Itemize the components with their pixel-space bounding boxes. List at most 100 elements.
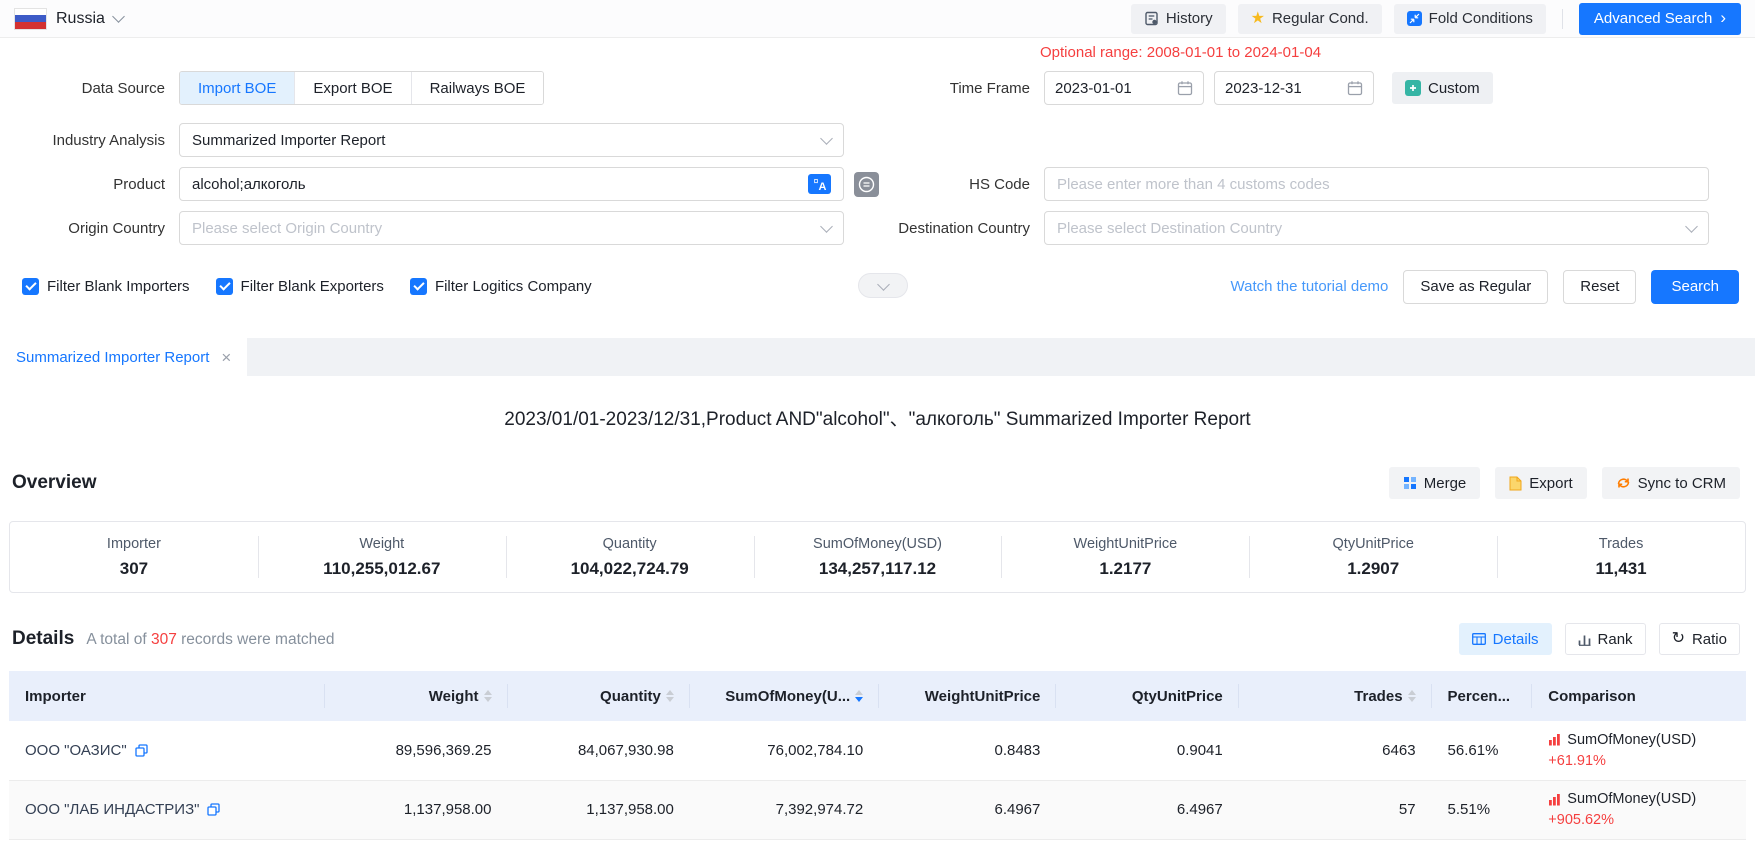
stat-weight: Weight 110,255,012.67 bbox=[257, 522, 506, 592]
col-weight[interactable]: Weight bbox=[325, 671, 508, 721]
date-from-input[interactable] bbox=[1055, 79, 1169, 97]
importer-name-link[interactable]: ООО "ЛАБ ИНДАСТРИЗ" bbox=[25, 801, 200, 818]
svg-text:¤: ¤ bbox=[813, 176, 818, 186]
product-field[interactable]: ¤A bbox=[179, 167, 844, 201]
rank-icon bbox=[1578, 633, 1591, 646]
export-icon bbox=[1509, 476, 1522, 491]
overview-title: Overview bbox=[12, 472, 97, 493]
product-input[interactable] bbox=[192, 175, 808, 193]
copy-icon[interactable] bbox=[135, 744, 148, 757]
stat-quantity: Quantity 104,022,724.79 bbox=[505, 522, 754, 592]
expand-conditions-button[interactable] bbox=[858, 273, 908, 298]
cell-weight: 1,137,958.00 bbox=[325, 780, 508, 840]
col-sum-of-money[interactable]: SumOfMoney(U... bbox=[689, 671, 880, 721]
data-source-tabs: Import BOE Export BOE Railways BOE bbox=[179, 71, 545, 105]
date-to-input[interactable] bbox=[1225, 79, 1339, 97]
col-quantity[interactable]: Quantity bbox=[507, 671, 691, 721]
table-row: ООО "ОАЗИС" 89,596,369.25 84,067,930.98 … bbox=[9, 721, 1746, 781]
sort-icon-active-desc[interactable] bbox=[855, 690, 864, 702]
search-form: Optional range: 2008-01-01 to 2024-01-04… bbox=[0, 38, 1755, 338]
view-details-button[interactable]: Details bbox=[1458, 623, 1552, 655]
date-to-field[interactable] bbox=[1214, 71, 1374, 105]
industry-analysis-label: Industry Analysis bbox=[52, 131, 165, 149]
reset-button[interactable]: Reset bbox=[1563, 269, 1637, 304]
filter-blank-exporters-checkbox[interactable]: Filter Blank Exporters bbox=[215, 278, 384, 295]
date-from-field[interactable] bbox=[1044, 71, 1204, 105]
chevron-down-icon bbox=[820, 219, 833, 233]
history-icon bbox=[1144, 11, 1159, 26]
mini-chart-icon bbox=[1548, 793, 1561, 806]
translate-icon[interactable]: ¤ A bbox=[808, 174, 831, 194]
col-qty-unit-price: QtyUnitPrice bbox=[1056, 671, 1240, 721]
advanced-search-button[interactable]: Advanced Search › bbox=[1578, 2, 1741, 35]
calendar-icon bbox=[1347, 80, 1363, 96]
cell-wup: 6.4967 bbox=[879, 780, 1057, 840]
search-button[interactable]: Search bbox=[1651, 269, 1739, 304]
custom-icon bbox=[1405, 80, 1421, 96]
cell-quantity: 1,137,958.00 bbox=[507, 780, 690, 840]
copy-icon[interactable] bbox=[207, 803, 221, 816]
hs-code-field[interactable] bbox=[1044, 167, 1709, 201]
cell-comparison: SumOfMoney(USD) +61.91% bbox=[1532, 721, 1746, 781]
sort-icon[interactable] bbox=[665, 690, 674, 702]
details-table: Importer Weight Quantity SumOfMoney(U...… bbox=[9, 671, 1746, 840]
col-trades[interactable]: Trades bbox=[1238, 671, 1432, 721]
russia-flag-icon bbox=[14, 7, 47, 30]
cell-weight: 89,596,369.25 bbox=[325, 721, 508, 781]
hs-code-input[interactable] bbox=[1057, 175, 1696, 193]
save-as-regular-button[interactable]: Save as Regular bbox=[1403, 269, 1549, 304]
col-weight-unit-price: WeightUnitPrice bbox=[879, 671, 1057, 721]
filter-blank-importers-checkbox[interactable]: Filter Blank Importers bbox=[22, 278, 190, 295]
sync-to-crm-button[interactable]: Sync to CRM bbox=[1601, 467, 1740, 499]
synonym-expand-icon[interactable] bbox=[854, 171, 879, 197]
topbar-actions: History ★ Regular Cond. Fold Conditions … bbox=[1130, 2, 1741, 35]
origin-country-select[interactable]: Please select Origin Country bbox=[179, 211, 844, 245]
importer-name-link[interactable]: ООО "ОАЗИС" bbox=[25, 741, 127, 759]
fold-conditions-button[interactable]: Fold Conditions bbox=[1393, 3, 1546, 34]
checkbox-checked-icon bbox=[22, 278, 39, 295]
divider bbox=[1561, 8, 1563, 29]
comparison-change: +61.91% bbox=[1548, 752, 1606, 769]
report-title: 2023/01/01-2023/12/31,Product AND"alcoho… bbox=[504, 409, 1251, 430]
topbar: Russia History ★ Regular Cond. Fold Cond… bbox=[0, 0, 1755, 38]
merge-button[interactable]: Merge bbox=[1388, 467, 1481, 499]
export-button[interactable]: Export bbox=[1495, 467, 1587, 499]
record-count: 307 bbox=[150, 631, 177, 648]
cell-sum: 76,002,784.10 bbox=[689, 721, 880, 781]
tab-export-boe[interactable]: Export BOE bbox=[294, 72, 411, 104]
sort-icon[interactable] bbox=[1407, 690, 1416, 702]
sort-icon[interactable] bbox=[483, 690, 492, 702]
svg-text:A: A bbox=[819, 181, 827, 193]
result-tabstrip: Summarized Importer Report × bbox=[0, 338, 1755, 376]
table-icon bbox=[1471, 633, 1486, 645]
view-ratio-button[interactable]: ↻ Ratio bbox=[1658, 623, 1740, 655]
product-label: Product bbox=[113, 175, 165, 193]
col-importer: Importer bbox=[9, 671, 326, 721]
view-rank-button[interactable]: Rank bbox=[1564, 623, 1646, 655]
stat-importer: Importer 307 bbox=[106, 535, 161, 578]
cell-sum: 7,392,974.72 bbox=[689, 780, 880, 840]
tutorial-demo-link[interactable]: Watch the tutorial demo bbox=[1230, 278, 1389, 295]
regular-cond-button[interactable]: ★ Regular Cond. bbox=[1237, 3, 1382, 34]
custom-range-button[interactable]: Custom bbox=[1392, 72, 1493, 104]
industry-analysis-select[interactable]: Summarized Importer Report bbox=[179, 123, 844, 157]
cell-trades: 6463 bbox=[1238, 721, 1432, 781]
optional-range-note: Optional range: 2008-01-01 to 2024-01-04 bbox=[1040, 44, 1322, 61]
tab-summarized-importer-report[interactable]: Summarized Importer Report × bbox=[0, 338, 248, 376]
chevron-down-icon bbox=[876, 277, 890, 291]
destination-country-select[interactable]: Please select Destination Country bbox=[1044, 211, 1709, 245]
sync-icon bbox=[1616, 476, 1631, 490]
history-button[interactable]: History bbox=[1130, 3, 1226, 34]
tab-import-boe[interactable]: Import BOE bbox=[180, 72, 295, 104]
cell-trades: 57 bbox=[1238, 780, 1432, 840]
cell-qup: 6.4967 bbox=[1056, 780, 1239, 840]
filter-logitics-company-checkbox[interactable]: Filter Logitics Company bbox=[409, 278, 592, 295]
table-header-row: Importer Weight Quantity SumOfMoney(U...… bbox=[9, 671, 1746, 721]
country-selector[interactable]: Russia bbox=[14, 7, 125, 30]
cell-comparison: SumOfMoney(USD) +905.62% bbox=[1532, 780, 1746, 840]
tab-railways-boe[interactable]: Railways BOE bbox=[410, 72, 544, 104]
destination-country-label: Destination Country bbox=[898, 219, 1030, 237]
table-row: ООО "ЛАБ ИНДАСТРИЗ" 1,137,958.00 1,137,9… bbox=[9, 780, 1746, 840]
close-icon[interactable]: × bbox=[221, 347, 232, 367]
checkbox-checked-icon bbox=[409, 278, 427, 295]
